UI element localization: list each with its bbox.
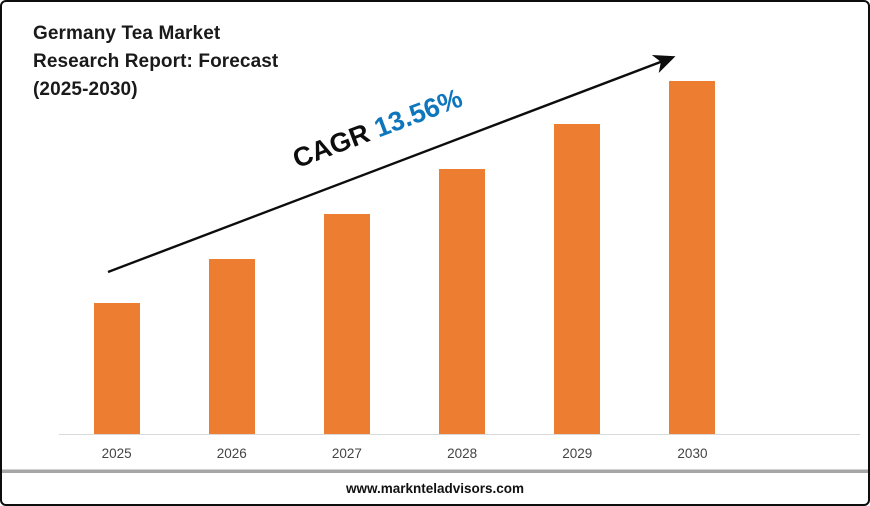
bar-2025 [93,303,140,435]
bar-band-2027: 2027 [289,2,404,461]
footer-website: www.marknteladvisors.com [345,481,525,496]
x-tick-label-2025: 2025 [101,446,132,461]
x-tick-label-2029: 2029 [562,446,593,461]
x-tick-label-2027: 2027 [331,446,362,461]
bar-band-2025: 2025 [59,2,174,461]
title-line-1: Germany Tea Market [33,23,221,44]
bar-2028 [439,169,486,435]
bar-band-2030: 2030 [635,2,750,461]
bar-2026 [208,259,255,435]
x-axis-line [59,434,860,435]
bar-chart: 2025 2026 2027 2028 2029 2030 [59,2,750,461]
x-tick-label-2030: 2030 [677,446,708,461]
x-tick-label-2028: 2028 [447,446,478,461]
bar-2030 [669,81,716,435]
footer-divider [2,470,868,473]
bar-band-2029: 2029 [520,2,635,461]
bar-2029 [554,124,601,435]
bar-2027 [323,214,370,435]
bar-band-2026: 2026 [174,2,289,461]
x-tick-label-2026: 2026 [216,446,247,461]
bar-band-2028: 2028 [405,2,520,461]
